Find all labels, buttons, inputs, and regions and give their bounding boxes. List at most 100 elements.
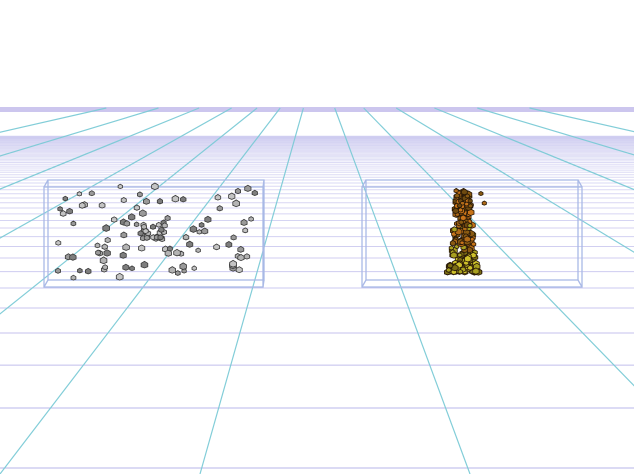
gray-particle bbox=[232, 199, 241, 208]
gray-particle bbox=[139, 209, 147, 217]
gray-particle bbox=[111, 216, 118, 223]
gray-particle bbox=[115, 272, 124, 281]
gray-particle bbox=[62, 195, 68, 202]
gray-particle bbox=[182, 233, 190, 241]
fire-particle bbox=[457, 252, 463, 258]
gray-particle bbox=[158, 226, 165, 233]
gray-particle bbox=[119, 251, 127, 259]
fire-particle bbox=[447, 262, 454, 269]
fire-particle bbox=[463, 235, 471, 243]
fire-particle bbox=[464, 254, 472, 263]
gray-particle bbox=[235, 266, 243, 274]
gray-particle bbox=[243, 253, 251, 260]
gray-particle bbox=[155, 221, 162, 228]
gray-particle bbox=[174, 270, 181, 276]
gray-particle bbox=[168, 266, 177, 274]
gray-particle bbox=[120, 231, 128, 239]
box-edge bbox=[43, 179, 49, 188]
gray-particle bbox=[117, 183, 123, 190]
gray-particle bbox=[133, 221, 140, 228]
gray-particle bbox=[123, 220, 131, 227]
gray-particle bbox=[136, 191, 143, 198]
gray-particle bbox=[55, 239, 62, 246]
fire-particle bbox=[472, 267, 480, 275]
gray-particle bbox=[140, 223, 148, 230]
gray-particle bbox=[214, 194, 222, 201]
gray-particle bbox=[234, 187, 242, 195]
gray-particle bbox=[237, 253, 245, 262]
gray-particle bbox=[103, 249, 111, 257]
floor-converging-line bbox=[0, 107, 258, 315]
gray-particle bbox=[149, 223, 157, 230]
gray-particle bbox=[55, 267, 61, 274]
box-front-face bbox=[361, 186, 583, 288]
box-edge bbox=[361, 179, 367, 188]
gray-particle bbox=[166, 245, 173, 252]
gray-particle bbox=[104, 236, 111, 244]
fire-particle bbox=[459, 240, 465, 246]
fire-particle bbox=[467, 222, 473, 229]
gray-particle bbox=[179, 262, 187, 270]
gray-particle bbox=[157, 234, 164, 241]
gray-particle bbox=[242, 227, 249, 234]
settled-fire-particles bbox=[444, 187, 487, 276]
fire-particle bbox=[452, 207, 460, 215]
gray-particle bbox=[244, 184, 252, 192]
gray-particle bbox=[195, 247, 201, 253]
gray-particle bbox=[78, 201, 86, 209]
gray-particle bbox=[213, 243, 220, 251]
floor-converging-line bbox=[0, 107, 200, 190]
gray-particle bbox=[225, 241, 233, 248]
fire-particle bbox=[478, 190, 484, 197]
gray-particle bbox=[228, 192, 236, 200]
box-back-face bbox=[47, 179, 265, 281]
gray-particle bbox=[122, 243, 130, 251]
gray-particle bbox=[88, 190, 95, 197]
floor-converging-lines bbox=[0, 107, 634, 474]
gray-particle bbox=[198, 222, 205, 228]
gray-particle bbox=[66, 207, 73, 215]
fire-particle bbox=[448, 245, 454, 251]
gray-particle bbox=[142, 197, 150, 205]
fire-particle bbox=[457, 202, 463, 209]
gray-particle bbox=[140, 260, 149, 269]
gray-particle bbox=[196, 229, 203, 235]
fire-particle bbox=[450, 251, 458, 259]
gray-particle bbox=[161, 222, 168, 229]
gray-particle bbox=[173, 248, 181, 257]
gray-particle bbox=[98, 201, 106, 209]
gray-particle bbox=[189, 225, 198, 233]
gray-particle bbox=[138, 244, 146, 252]
box-edge bbox=[43, 279, 49, 288]
right-container-box bbox=[361, 179, 583, 288]
box-edge bbox=[361, 279, 367, 288]
gray-particle bbox=[240, 218, 248, 226]
gray-particle bbox=[216, 205, 223, 212]
floor-converging-line bbox=[395, 107, 634, 253]
floor-converging-line bbox=[434, 107, 634, 191]
gray-particle bbox=[191, 265, 197, 271]
fire-particle bbox=[470, 241, 477, 247]
gray-particle bbox=[229, 259, 237, 268]
fire-particle bbox=[467, 203, 473, 209]
gray-particle bbox=[248, 216, 254, 222]
floor-converging-line bbox=[0, 107, 232, 239]
fire-particle bbox=[454, 192, 460, 199]
gray-particle bbox=[230, 234, 237, 241]
fire-particle bbox=[467, 264, 474, 271]
gray-particle bbox=[201, 227, 209, 235]
dispersed-gray-particles bbox=[55, 182, 258, 281]
gray-particle bbox=[204, 215, 212, 223]
gray-particle bbox=[99, 256, 108, 265]
fire-particle bbox=[451, 264, 459, 272]
gray-particle bbox=[85, 267, 92, 275]
floor-converging-line bbox=[199, 107, 304, 474]
floor-converging-line bbox=[0, 107, 281, 474]
gray-particle bbox=[128, 213, 136, 221]
gray-particle bbox=[122, 263, 130, 271]
box-edge bbox=[262, 279, 265, 288]
gray-particle bbox=[70, 274, 77, 281]
gray-particle bbox=[251, 189, 258, 197]
